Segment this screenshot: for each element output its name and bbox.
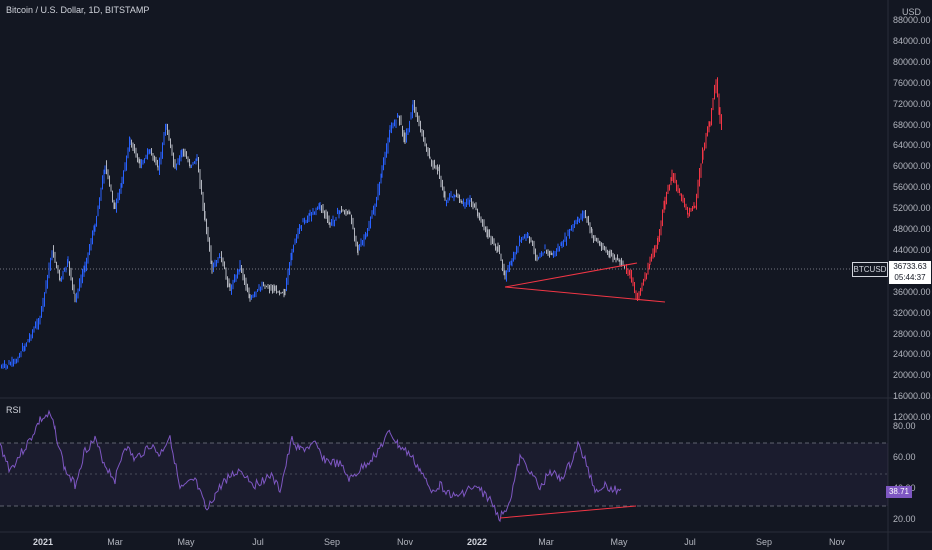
time-tick-label: Mar — [538, 537, 554, 547]
price-axis-unit: USD — [902, 7, 922, 17]
chart-title: Bitcoin / U.S. Dollar, 1D, BITSTAMP — [6, 5, 150, 15]
rsi-line — [0, 409, 622, 523]
time-tick-label: May — [177, 537, 195, 547]
price-tick-label: 56000.00 — [893, 182, 931, 193]
price-tick-label: 36000.00 — [893, 286, 931, 297]
trendline-upper — [504, 262, 638, 288]
price-tick-label: 76000.00 — [893, 77, 931, 88]
price-tick-label: 20000.00 — [893, 370, 931, 381]
price-tick-label: 12000.00 — [893, 412, 931, 423]
time-tick-label: Sep — [323, 537, 340, 547]
bar-countdown: 05:44:37 — [894, 273, 926, 282]
symbol-tag: BTCUSD — [852, 262, 888, 277]
time-tick-label: Jul — [684, 537, 696, 547]
price-candles — [1, 99, 625, 370]
rsi-value-box: 38.71 — [886, 486, 912, 498]
rsi-title: RSI — [6, 405, 22, 415]
price-tick-label: 28000.00 — [893, 328, 931, 339]
time-tick-label: 2021 — [32, 537, 54, 547]
rsi-tick-label: 20.00 — [893, 514, 916, 524]
price-tick-label: 52000.00 — [893, 203, 931, 214]
time-tick-label: May — [610, 537, 628, 547]
price-tick-label: 64000.00 — [893, 140, 931, 151]
price-tick-label: 48000.00 — [893, 224, 931, 234]
rsi-tick-label: 60.00 — [893, 452, 916, 462]
projection-candles — [626, 77, 722, 301]
price-tick-label: 84000.00 — [893, 35, 931, 46]
price-tick-label: 60000.00 — [893, 161, 931, 172]
price-tick-label: 44000.00 — [893, 244, 931, 255]
rsi-band — [0, 443, 888, 506]
rsi-trendline — [499, 505, 637, 519]
price-tick-label: 24000.00 — [893, 349, 931, 360]
time-tick-label: Nov — [828, 537, 845, 547]
time-tick-label: Mar — [107, 537, 123, 547]
trendline-lower — [504, 286, 666, 303]
price-tick-label: 80000.00 — [893, 56, 931, 67]
time-tick-label: 2022 — [466, 537, 488, 547]
time-tick-label: Jul — [252, 537, 264, 547]
current-price-value: 36733.63 — [893, 262, 927, 271]
price-tick-label: 72000.00 — [893, 98, 931, 109]
current-price-box: 36733.63 05:44:37 — [889, 261, 931, 284]
price-tick-label: 88000.00 — [893, 15, 931, 25]
price-tick-label: 16000.00 — [893, 391, 931, 402]
time-tick-label: Sep — [755, 537, 772, 547]
price-tick-label: 68000.00 — [893, 119, 931, 130]
rsi-tick-label: 80.00 — [893, 421, 916, 431]
time-tick-label: Nov — [396, 537, 413, 547]
price-tick-label: 32000.00 — [893, 307, 931, 318]
